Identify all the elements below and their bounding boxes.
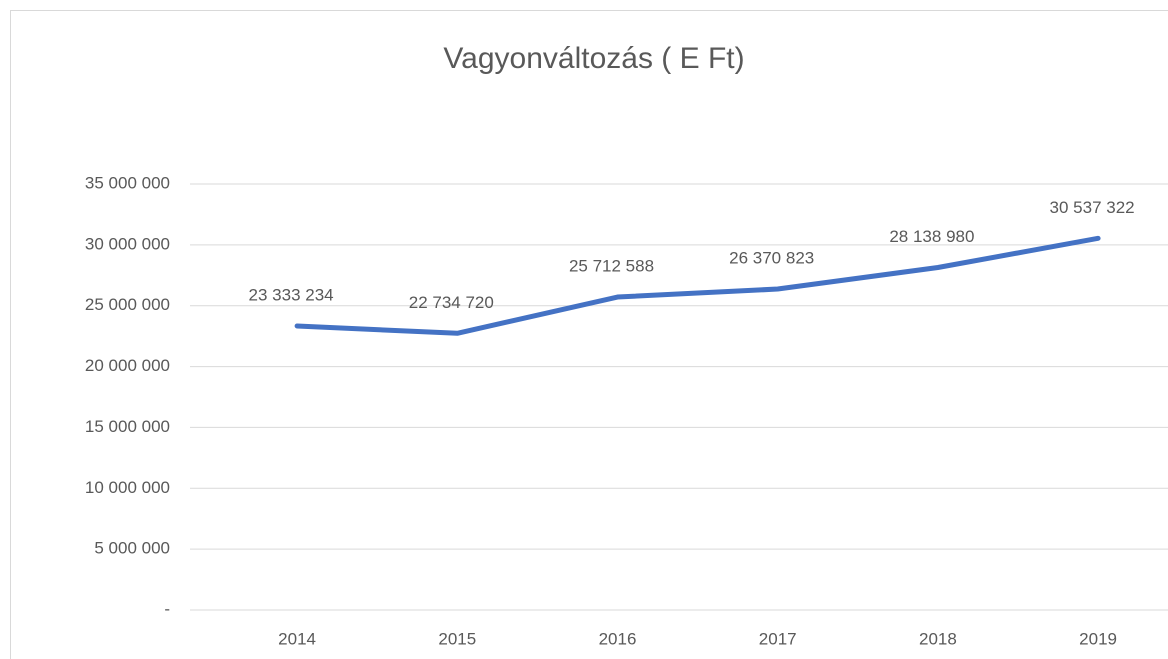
x-tick-label: 2015	[438, 629, 476, 648]
data-label: 28 138 980	[889, 227, 974, 246]
chart-frame	[10, 10, 1168, 659]
x-tick-label: 2019	[1079, 629, 1117, 648]
x-tick-label: 2017	[759, 629, 797, 648]
chart-title: Vagyonváltozás ( E Ft)	[443, 42, 744, 75]
y-tick-label: 35 000 000	[85, 173, 170, 192]
data-label: 26 370 823	[729, 249, 814, 268]
y-tick-label: 25 000 000	[85, 295, 170, 314]
y-tick-label: -	[164, 599, 170, 618]
data-label: 25 712 588	[569, 257, 654, 276]
data-line	[294, 235, 1101, 336]
data-label: 23 333 234	[249, 285, 334, 304]
x-tick-label: 2018	[919, 629, 957, 648]
y-tick-label: 30 000 000	[85, 234, 170, 253]
x-tick-label: 2016	[599, 629, 637, 648]
y-tick-label: 10 000 000	[85, 478, 170, 497]
data-label: 30 537 322	[1050, 198, 1135, 217]
data-label: 22 734 720	[409, 293, 494, 312]
y-tick-label: 5 000 000	[94, 539, 170, 558]
y-tick-label: 15 000 000	[85, 417, 170, 436]
y-tick-label: 20 000 000	[85, 356, 170, 375]
x-tick-label: 2014	[278, 629, 316, 648]
